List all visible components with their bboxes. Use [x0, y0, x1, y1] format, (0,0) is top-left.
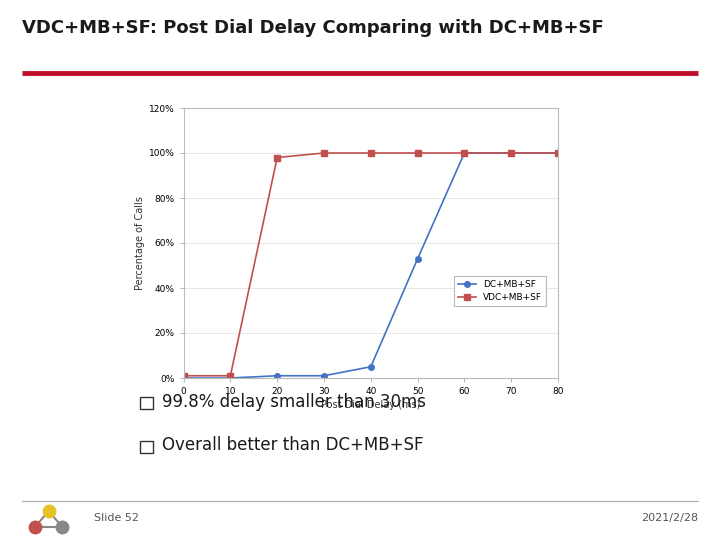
Text: 2021/2/28: 2021/2/28: [642, 514, 698, 523]
VDC+MB+SF: [413, 150, 422, 156]
DC+MB+SF: [226, 375, 235, 381]
Text: R: R: [32, 524, 37, 530]
DC+MB+SF: [273, 373, 282, 379]
VDC+MB+SF: [226, 373, 235, 379]
Legend: DC+MB+SF, VDC+MB+SF: DC+MB+SF, VDC+MB+SF: [454, 276, 546, 306]
VDC+MB+SF: [273, 154, 282, 161]
VDC+MB+SF: [460, 150, 469, 156]
DC+MB+SF: [460, 150, 469, 156]
Text: 99.8% delay smaller than 30ms: 99.8% delay smaller than 30ms: [162, 393, 426, 411]
VDC+MB+SF: [507, 150, 516, 156]
VDC+MB+SF: [366, 150, 375, 156]
DC+MB+SF: [320, 373, 328, 379]
Text: VDC+MB+SF: Post Dial Delay Comparing with DC+MB+SF: VDC+MB+SF: Post Dial Delay Comparing wit…: [22, 19, 603, 37]
VDC+MB+SF: [554, 150, 562, 156]
DC+MB+SF: [366, 363, 375, 370]
Line: DC+MB+SF: DC+MB+SF: [181, 150, 561, 381]
Text: Slide 52: Slide 52: [94, 514, 139, 523]
X-axis label: Post Dial Delay (ms): Post Dial Delay (ms): [321, 400, 420, 410]
DC+MB+SF: [413, 255, 422, 262]
Line: VDC+MB+SF: VDC+MB+SF: [181, 150, 561, 379]
DC+MB+SF: [179, 375, 188, 381]
VDC+MB+SF: [179, 373, 188, 379]
DC+MB+SF: [554, 150, 562, 156]
Y-axis label: Percentage of Calls: Percentage of Calls: [135, 196, 145, 290]
VDC+MB+SF: [320, 150, 328, 156]
Text: Overall better than DC+MB+SF: Overall better than DC+MB+SF: [162, 436, 423, 454]
DC+MB+SF: [507, 150, 516, 156]
